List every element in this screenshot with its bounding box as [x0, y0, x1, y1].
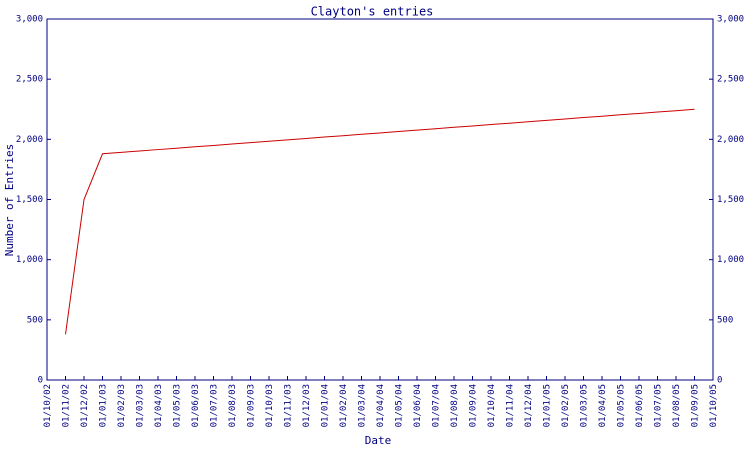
- y-tick-label: 0: [38, 376, 43, 386]
- y-tick-label: 1,500: [16, 195, 43, 205]
- x-tick-label: 01/10/04: [487, 384, 497, 427]
- x-tick-label: 01/07/04: [432, 384, 442, 427]
- x-tick-label: 01/10/02: [43, 384, 53, 427]
- x-tick-label: 01/12/04: [524, 384, 534, 427]
- x-tick-label: 01/08/04: [450, 384, 460, 427]
- y2-tick-label: 2,500: [717, 75, 744, 85]
- y2-tick-label: 1,500: [717, 195, 744, 205]
- y2-tick-label: 1,000: [717, 255, 744, 265]
- x-tick-label: 01/09/05: [691, 384, 701, 427]
- x-tick-label: 01/07/03: [210, 384, 220, 427]
- x-tick-label: 01/05/03: [173, 384, 183, 427]
- x-tick-label: 01/06/05: [635, 384, 645, 427]
- x-tick-label: 01/11/04: [506, 384, 516, 427]
- y-tick-label: 3,000: [16, 15, 43, 25]
- y2-tick-label: 0: [717, 376, 722, 386]
- y-axis-label: Number of Entries: [3, 144, 16, 257]
- y-tick-label: 2,500: [16, 75, 43, 85]
- x-tick-label: 01/04/04: [376, 384, 386, 427]
- x-tick-label: 01/05/04: [395, 384, 405, 427]
- x-tick-label: 01/07/05: [654, 384, 664, 427]
- x-tick-label: 01/02/03: [117, 384, 127, 427]
- x-tick-label: 01/01/05: [543, 384, 553, 427]
- data-line: [65, 108, 695, 335]
- x-tick-label: 01/01/04: [321, 384, 331, 427]
- y2-tick-label: 2,000: [717, 135, 744, 145]
- x-tick-label: 01/12/03: [302, 384, 312, 427]
- y-tick-label: 1,000: [16, 255, 43, 265]
- x-tick-label: 01/06/03: [191, 384, 201, 427]
- x-tick-label: 01/11/02: [62, 384, 72, 427]
- x-tick-label: 01/03/05: [580, 384, 590, 427]
- x-axis-label: Date: [365, 434, 392, 447]
- x-tick-label: 01/06/04: [413, 384, 423, 427]
- x-tick-label: 01/10/05: [709, 384, 719, 427]
- y2-tick-label: 3,000: [717, 15, 744, 25]
- x-tick-label: 01/10/03: [265, 384, 275, 427]
- x-tick-label: 01/09/04: [469, 384, 479, 427]
- x-tick-label: 01/03/03: [136, 384, 146, 427]
- x-tick-label: 01/08/03: [228, 384, 238, 427]
- x-tick-label: 01/05/05: [617, 384, 627, 427]
- x-tick-label: 01/01/03: [99, 384, 109, 427]
- chart-title: Clayton's entries: [311, 5, 434, 19]
- x-tick-label: 01/03/04: [358, 384, 368, 427]
- y-tick-label: 2,000: [16, 135, 43, 145]
- x-tick-label: 01/04/05: [598, 384, 608, 427]
- x-tick-label: 01/11/03: [284, 384, 294, 427]
- x-tick-label: 01/12/02: [80, 384, 90, 427]
- x-tick-label: 01/04/03: [154, 384, 164, 427]
- x-tick-label: 01/09/03: [247, 384, 257, 427]
- y2-tick-label: 500: [717, 315, 733, 325]
- x-tick-label: 01/08/05: [672, 384, 682, 427]
- x-tick-label: 01/02/04: [339, 384, 349, 427]
- y-tick-label: 500: [27, 315, 43, 325]
- x-tick-label: 01/02/05: [561, 384, 571, 427]
